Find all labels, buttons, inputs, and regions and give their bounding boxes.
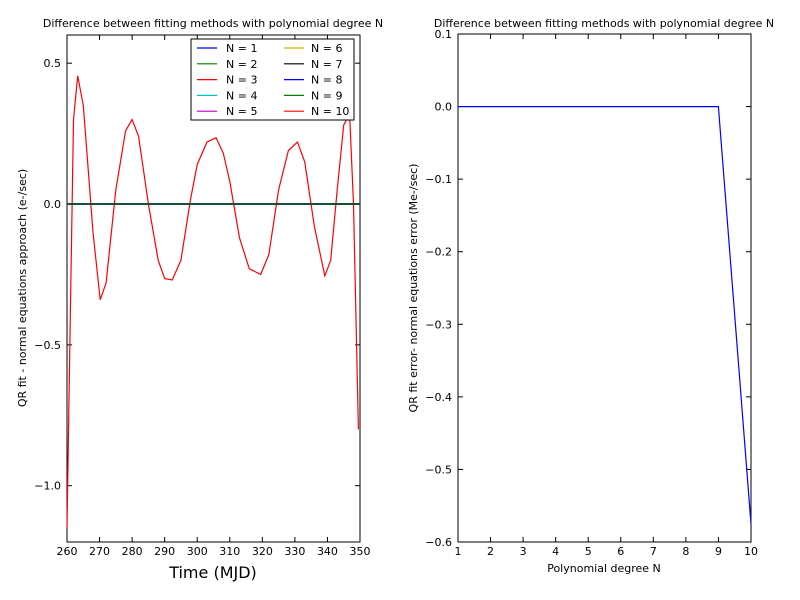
legend-label: N = 6 xyxy=(311,42,342,55)
legend-label: N = 7 xyxy=(311,58,342,71)
left-chart: Difference between fitting methods with … xyxy=(16,17,383,582)
left-y-axis-label: QR fit - normal equations approach (e-/s… xyxy=(16,169,29,407)
x-tick-label: 3 xyxy=(520,545,527,558)
right-x-axis-label: Polynomial degree N xyxy=(547,562,661,575)
right-chart-title: Difference between fitting methods with … xyxy=(434,17,774,30)
y-tick-label: 0.0 xyxy=(44,198,62,211)
x-tick-label: 330 xyxy=(284,545,305,558)
x-tick-label: 8 xyxy=(682,545,689,558)
x-tick-label: 7 xyxy=(650,545,657,558)
y-tick-label: −0.6 xyxy=(425,536,452,549)
left-chart-title: Difference between fitting methods with … xyxy=(43,17,383,30)
legend-label: N = 3 xyxy=(226,74,257,87)
x-tick-label: 2 xyxy=(487,545,494,558)
right-y-axis-label: QR fit error- normal equations error (Me… xyxy=(407,164,420,413)
legend-label: N = 4 xyxy=(226,89,257,102)
left-series-lines xyxy=(66,75,360,528)
y-tick-label: −0.4 xyxy=(425,391,452,404)
left-x-axis-label: Time (MJD) xyxy=(168,563,257,582)
x-tick-label: 320 xyxy=(252,545,273,558)
legend-box xyxy=(190,38,355,121)
y-tick-label: −0.5 xyxy=(34,339,61,352)
legend: N = 1 N = 2 N = 3 N = 4 N = 5 N = 6 N = 7 N = 8… xyxy=(190,38,355,121)
legend-label: N = 2 xyxy=(226,58,257,71)
x-tick-label: 290 xyxy=(154,545,175,558)
right-plot-frame xyxy=(457,33,752,543)
right-series-lines xyxy=(458,105,752,524)
x-tick-label: 6 xyxy=(617,545,624,558)
legend-label: N = 5 xyxy=(226,105,257,118)
x-tick-label: 300 xyxy=(187,545,208,558)
legend-label: N = 10 xyxy=(311,105,349,118)
y-tick-label: −0.3 xyxy=(425,318,452,331)
legend-label: N = 1 xyxy=(226,42,257,55)
x-tick-label: 340 xyxy=(317,545,338,558)
x-tick-label: 10 xyxy=(744,545,758,558)
x-tick-label: 9 xyxy=(715,545,722,558)
x-tick-label: 260 xyxy=(57,545,78,558)
x-tick-label: 350 xyxy=(350,545,371,558)
x-tick-label: 310 xyxy=(219,545,240,558)
series-line-10 xyxy=(66,75,359,528)
x-tick-label: 4 xyxy=(552,545,559,558)
y-tick-label: −0.1 xyxy=(425,173,452,186)
x-tick-label: 5 xyxy=(585,545,592,558)
left-ticks: 260 270 280 290 300 310 320 330 340 350 0.5 0.0 −0.5… xyxy=(34,35,371,558)
x-tick-label: 270 xyxy=(89,545,110,558)
legend-label: N = 8 xyxy=(311,74,342,87)
y-tick-label: 0.0 xyxy=(435,101,453,114)
x-tick-label: 1 xyxy=(455,545,462,558)
y-tick-label: −0.5 xyxy=(425,463,452,476)
x-tick-label: 280 xyxy=(122,545,143,558)
y-tick-label: 0.1 xyxy=(435,28,453,41)
series-line-1 xyxy=(458,105,752,524)
y-tick-label: −1.0 xyxy=(34,480,61,493)
legend-label: N = 9 xyxy=(311,89,342,102)
right-chart: Difference between fitting methods with … xyxy=(407,17,774,575)
y-tick-label: −0.2 xyxy=(425,246,452,259)
y-tick-label: 0.5 xyxy=(44,57,62,70)
right-ticks: 1 2 3 4 5 6 7 8 9 10 0.1 0.0 −0.1 −0.2 −0.3 −0.4 −0.5 −0.… xyxy=(425,28,758,558)
